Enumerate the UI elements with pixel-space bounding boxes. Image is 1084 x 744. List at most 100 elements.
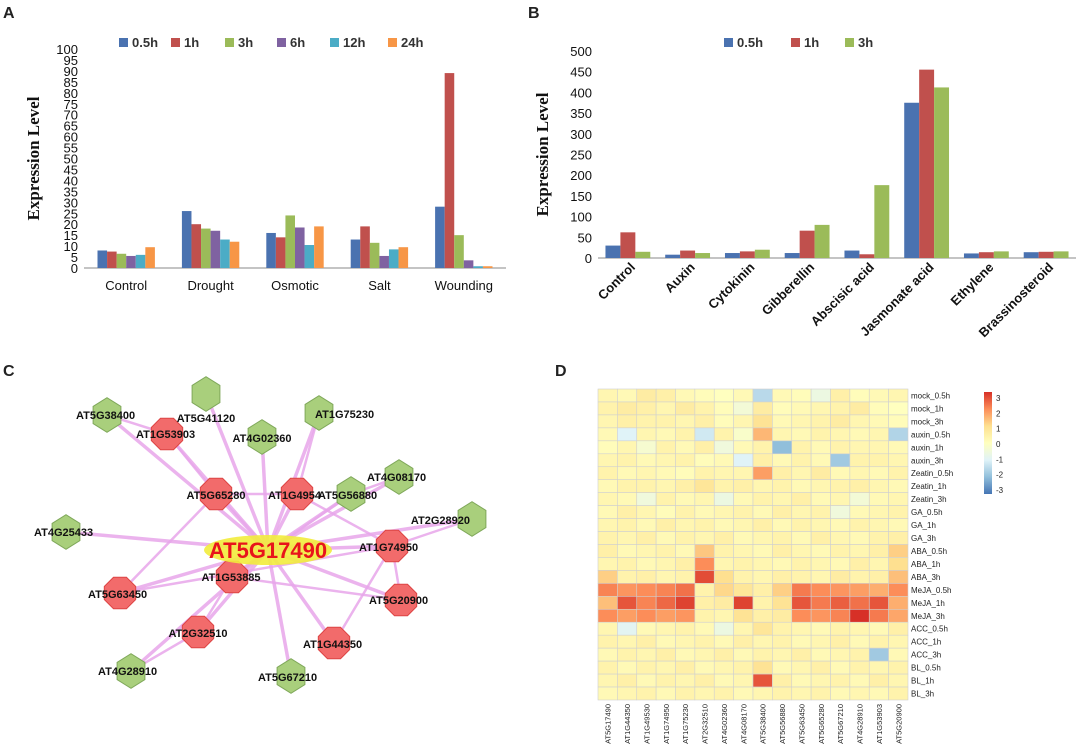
heatmap-row-label: ACC_3h — [911, 651, 941, 660]
heatmap-cell — [772, 466, 793, 481]
bar-1h-gibberellin — [799, 230, 815, 258]
heatmap-cell — [694, 466, 715, 481]
heatmap-cell — [733, 414, 754, 429]
heatmap-cell — [636, 518, 657, 532]
heatmap-cell — [772, 492, 793, 506]
heatmap-cell — [772, 531, 793, 545]
heatmap-cell — [713, 596, 734, 610]
color-scale-tick: 0 — [996, 440, 1001, 449]
bar-1h-cytokinin — [739, 251, 755, 258]
bar-1h-wounding — [444, 73, 455, 268]
heatmap-cell — [810, 388, 831, 403]
heatmap-cell — [752, 621, 773, 636]
color-scale-tick: 3 — [996, 394, 1001, 403]
bar-6h-drought — [210, 230, 221, 268]
bar-24h-wounding — [482, 266, 493, 268]
heatmap-cell — [617, 647, 638, 662]
bar-24h-control — [145, 247, 155, 268]
heatmap-cell — [617, 518, 638, 532]
hub-node — [204, 535, 332, 565]
heatmap-cell — [617, 583, 638, 597]
heatmap-cell — [675, 479, 696, 493]
heatmap-cell — [888, 388, 909, 403]
heatmap-cell — [752, 518, 773, 532]
color-scale-bar — [984, 392, 992, 494]
heatmap-cell — [636, 660, 657, 675]
y-tick-label: 75 — [64, 97, 78, 112]
legend-label: 0.5h — [737, 35, 763, 50]
heatmap-cell — [636, 466, 657, 481]
heatmap-cell — [617, 401, 638, 416]
heatmap-cell — [888, 634, 909, 649]
heatmap-cell — [617, 660, 638, 675]
bar-0.5h-jasmonate-acid — [904, 102, 920, 258]
bar-3h-wounding — [454, 235, 464, 268]
bar-12h-osmotic — [304, 245, 315, 268]
heatmap-cell — [694, 596, 715, 610]
heatmap-cell — [733, 660, 754, 675]
heatmap-cell — [849, 634, 870, 649]
heatmap-cell — [733, 583, 754, 597]
node-label: AT5G67210 — [258, 672, 317, 684]
y-tick-label: 200 — [570, 168, 592, 183]
heatmap-cell — [888, 401, 909, 416]
heatmap-cell — [597, 608, 618, 623]
heatmap-cell — [636, 492, 657, 506]
x-tick-label: Cytokinin — [705, 259, 758, 312]
heatmap-cell — [849, 544, 870, 558]
node-at5g67210 — [276, 658, 306, 694]
y-tick-label: 5 — [71, 250, 78, 265]
heatmap-cell — [694, 440, 715, 455]
node-label: AT2G28920 — [411, 515, 470, 527]
heatmap-cell — [752, 531, 773, 545]
heatmap-cell — [772, 479, 793, 493]
node-at1g53885 — [215, 560, 249, 594]
heatmap-cell — [772, 596, 793, 610]
heatmap-cell — [830, 686, 851, 701]
heatmap-cell — [597, 621, 618, 636]
heatmap-row-label: BL_3h — [911, 690, 934, 699]
edge-hub-at5g67210 — [266, 549, 293, 677]
legend-swatch — [791, 38, 800, 47]
heatmap-row-label: ACC_1h — [911, 638, 941, 647]
heatmap-cell — [752, 440, 773, 455]
heatmap-cell — [675, 570, 696, 584]
heatmap-cell — [713, 660, 734, 675]
heatmap-cell — [733, 647, 754, 662]
heatmap-cell — [655, 466, 676, 481]
heatmap-cell — [597, 466, 618, 481]
heatmap-cell — [694, 427, 715, 442]
heatmap-cell — [713, 583, 734, 597]
heatmap-cell — [733, 453, 754, 468]
heatmap-cell — [888, 440, 909, 455]
node-label: AT1G53903 — [136, 429, 195, 441]
heatmap-cell — [772, 453, 793, 468]
heatmap-cell — [752, 427, 773, 442]
node-label: AT5G63450 — [88, 589, 147, 601]
heatmap-col-label: AT2G32510 — [701, 704, 710, 744]
legend-label: 3h — [238, 35, 253, 50]
heatmap-cell — [888, 686, 909, 701]
heatmap-cell — [655, 570, 676, 584]
chart-b: 0 50 100 150 200 250 300 350 400 450 500 Expression… — [533, 35, 1076, 340]
bar-24h-salt — [398, 247, 409, 268]
heatmap-cell — [675, 401, 696, 416]
node-at5g65280 — [199, 477, 233, 511]
y-tick-label: 60 — [64, 130, 78, 145]
heatmap-cell — [830, 414, 851, 429]
heatmap-cell — [868, 453, 889, 468]
heatmap-cell — [636, 440, 657, 455]
heatmap-cell — [733, 479, 754, 493]
heatmap-cell — [597, 647, 618, 662]
heatmap-cell — [694, 388, 715, 403]
node-at2g28920 — [457, 501, 487, 537]
legend-swatch — [225, 38, 234, 47]
bar-24h-osmotic — [314, 226, 324, 268]
heatmap-cell — [868, 466, 889, 481]
node-at1g75230 — [304, 395, 334, 431]
legend-label: 0.5h — [132, 35, 158, 50]
heatmap-cell — [888, 660, 909, 675]
heatmap-col-label: AT5G67210 — [836, 704, 845, 744]
color-scale-tick: -1 — [996, 455, 1004, 464]
heatmap-cell — [810, 608, 831, 623]
